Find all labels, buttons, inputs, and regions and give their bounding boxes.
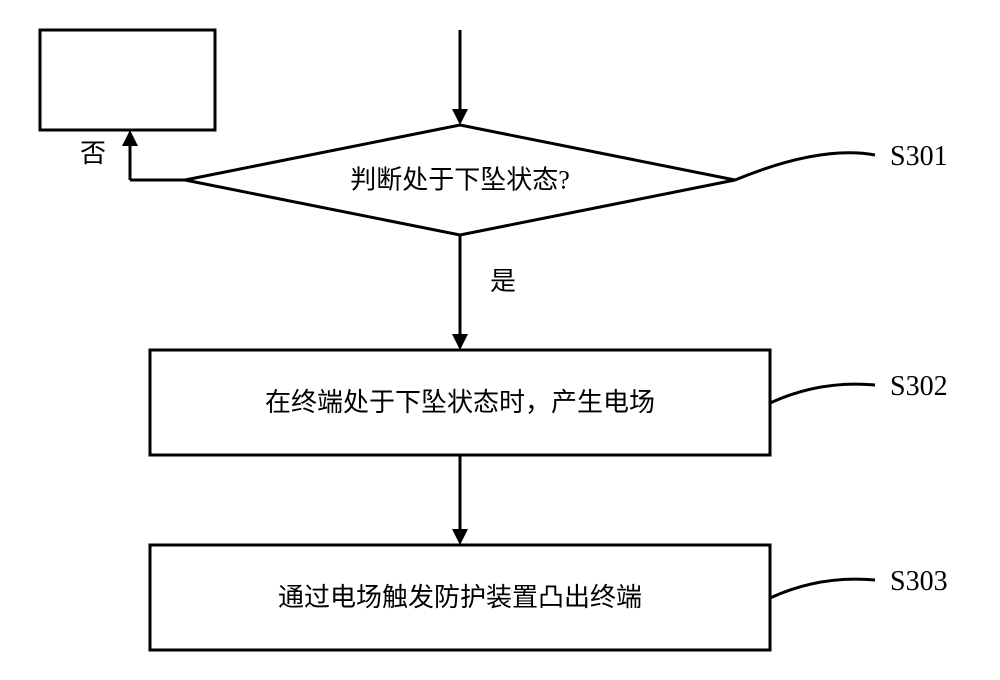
step3-text: 通过电场触发防护装置凸出终端 xyxy=(278,583,642,612)
decision-text: 判断处于下坠状态? xyxy=(350,166,570,195)
step2-text: 在终端处于下坠状态时，产生电场 xyxy=(265,388,655,417)
leader-s301 xyxy=(735,153,875,180)
label-s303: S303 xyxy=(890,566,948,597)
leader-s303 xyxy=(770,579,875,598)
label-s302: S302 xyxy=(890,371,948,402)
leader-s302 xyxy=(770,384,875,403)
label-s301: S301 xyxy=(890,141,948,172)
arrow-head xyxy=(452,529,468,545)
edge-no-label: 否 xyxy=(80,139,106,168)
arrow-head xyxy=(452,334,468,350)
edge-yes-label: 是 xyxy=(490,267,516,296)
arrow-head xyxy=(452,109,468,125)
arrow-head xyxy=(122,130,138,146)
loopback-box xyxy=(40,30,215,130)
